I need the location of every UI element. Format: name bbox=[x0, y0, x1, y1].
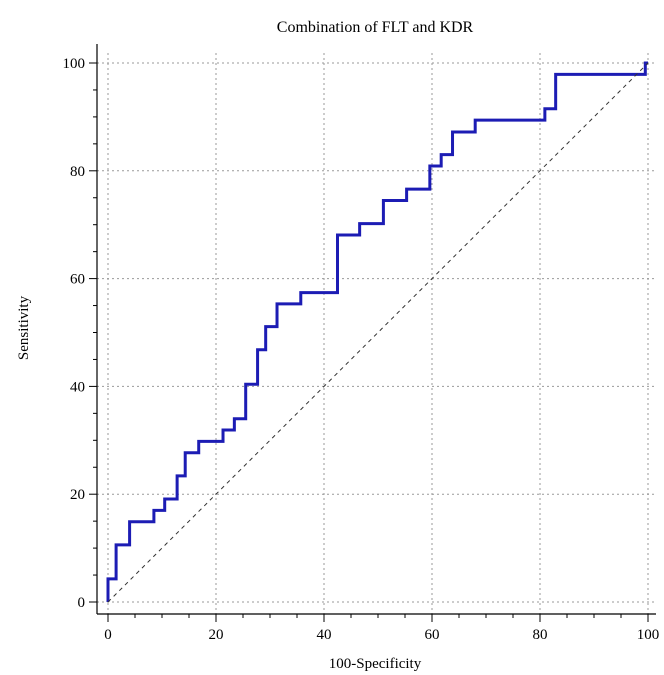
grid-lines bbox=[97, 53, 656, 614]
y-tick-label: 60 bbox=[70, 272, 85, 288]
y-tick-label: 20 bbox=[70, 487, 85, 503]
y-tick-label: 80 bbox=[70, 164, 85, 180]
x-tick-label: 0 bbox=[104, 627, 112, 643]
plot-series bbox=[106, 61, 649, 603]
x-tick-label: 100 bbox=[637, 627, 660, 643]
y-tick-label: 100 bbox=[63, 56, 86, 72]
x-tick-label: 40 bbox=[317, 627, 332, 643]
roc-curve-line bbox=[106, 61, 648, 602]
x-tick-label: 60 bbox=[425, 627, 440, 643]
x-tick-label: 80 bbox=[533, 627, 548, 643]
y-axis-label: Sensitivity bbox=[16, 295, 32, 360]
y-tick-label: 0 bbox=[78, 595, 86, 611]
tick-labels: 0 20 40 60 80 100 0 20 40 60 80 100 bbox=[63, 56, 660, 643]
x-tick-label: 20 bbox=[209, 627, 224, 643]
chart-title: Combination of FLT and KDR bbox=[277, 19, 474, 36]
reference-diagonal-line bbox=[107, 62, 649, 603]
axes bbox=[89, 44, 656, 622]
y-tick-label: 40 bbox=[70, 379, 85, 395]
x-axis-label: 100-Specificity bbox=[329, 656, 422, 672]
